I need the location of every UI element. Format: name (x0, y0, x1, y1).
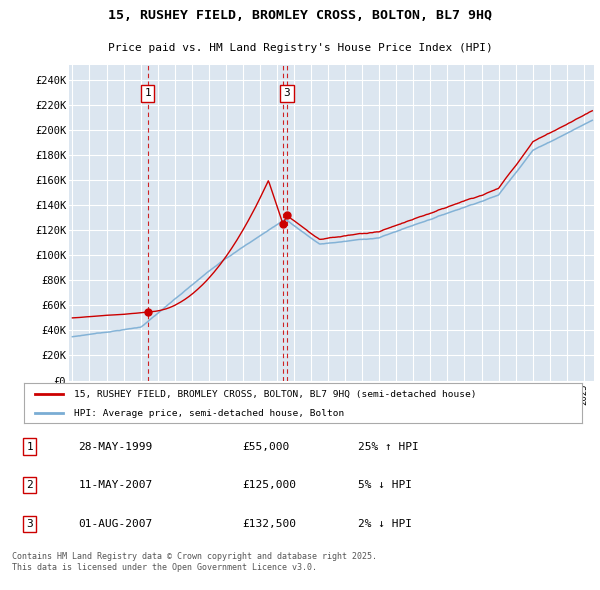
Text: 3: 3 (26, 519, 33, 529)
Text: HPI: Average price, semi-detached house, Bolton: HPI: Average price, semi-detached house,… (74, 408, 344, 418)
Text: 2% ↓ HPI: 2% ↓ HPI (358, 519, 412, 529)
Text: 11-MAY-2007: 11-MAY-2007 (78, 480, 152, 490)
Text: 1: 1 (26, 441, 33, 451)
Text: 2: 2 (26, 480, 33, 490)
Text: 5% ↓ HPI: 5% ↓ HPI (358, 480, 412, 490)
Text: 25% ↑ HPI: 25% ↑ HPI (358, 441, 418, 451)
Text: £125,000: £125,000 (242, 480, 296, 490)
Text: £55,000: £55,000 (242, 441, 290, 451)
Text: 15, RUSHEY FIELD, BROMLEY CROSS, BOLTON, BL7 9HQ: 15, RUSHEY FIELD, BROMLEY CROSS, BOLTON,… (108, 9, 492, 22)
Text: 1: 1 (144, 88, 151, 99)
Text: £132,500: £132,500 (242, 519, 296, 529)
Text: Contains HM Land Registry data © Crown copyright and database right 2025.
This d: Contains HM Land Registry data © Crown c… (12, 552, 377, 572)
Text: Price paid vs. HM Land Registry's House Price Index (HPI): Price paid vs. HM Land Registry's House … (107, 44, 493, 53)
Text: 15, RUSHEY FIELD, BROMLEY CROSS, BOLTON, BL7 9HQ (semi-detached house): 15, RUSHEY FIELD, BROMLEY CROSS, BOLTON,… (74, 389, 477, 399)
Text: 01-AUG-2007: 01-AUG-2007 (78, 519, 152, 529)
Text: 28-MAY-1999: 28-MAY-1999 (78, 441, 152, 451)
Text: 3: 3 (283, 88, 290, 99)
